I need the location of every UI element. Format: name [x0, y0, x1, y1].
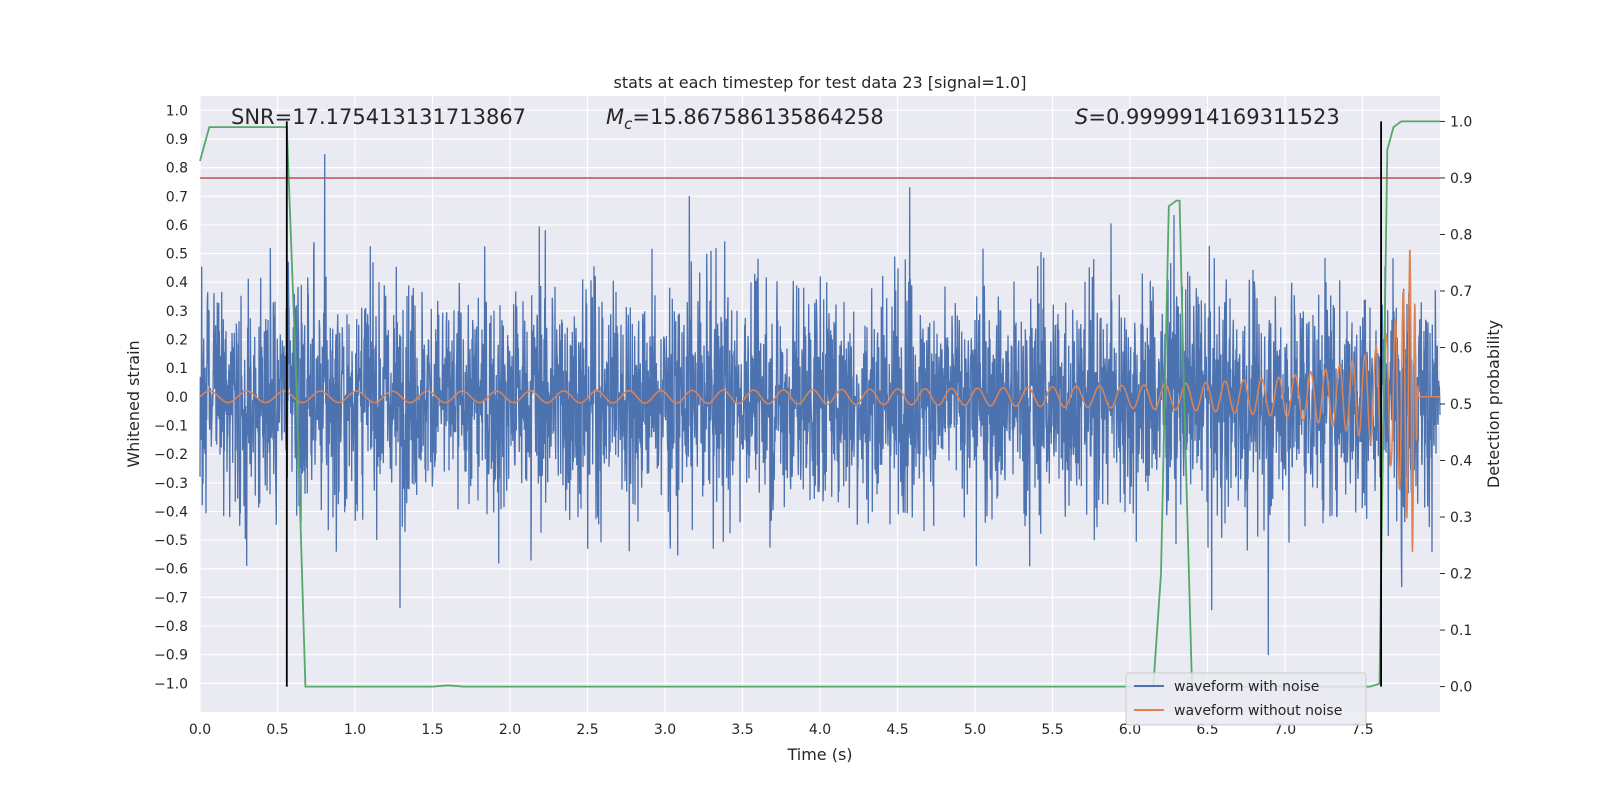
- x-ticks: 0.0 0.5 1.0 1.5 2.0 2.5 3.0 3.5 4.0 4.5 5.0 5.5 6.0 6…: [189, 722, 1374, 738]
- x-tick-label: 6.5: [1196, 722, 1218, 738]
- mc-symbol: M: [606, 105, 624, 129]
- x-tick-label: 2.0: [499, 722, 521, 738]
- y2-tick-label: 0.3: [1450, 510, 1472, 526]
- y-tick-label: 0.5: [166, 247, 188, 263]
- y-tick-label: 0.2: [166, 333, 188, 349]
- y-tick-label: 1.0: [166, 103, 188, 119]
- noise-line: [199, 154, 1441, 656]
- y-tick-label: 0.4: [166, 275, 188, 291]
- s-value: =0.9999914169311523: [1088, 105, 1339, 129]
- y-tick-label: −0.7: [154, 590, 188, 606]
- y-axis-label: Whitened strain: [124, 340, 143, 467]
- y2-tick-label: 0.9: [1450, 171, 1472, 187]
- x-tick-label: 5.0: [964, 722, 986, 738]
- y-tick-label: −0.2: [154, 447, 188, 463]
- x-tick-label: 7.0: [1274, 722, 1296, 738]
- x-tick-label: 3.5: [731, 722, 753, 738]
- chart-title: stats at each timestep for test data 23 …: [614, 73, 1027, 92]
- legend: waveform with noise waveform without noi…: [1125, 672, 1367, 726]
- y-tick-label: −0.5: [154, 533, 188, 549]
- series-waveform-without-noise: [199, 249, 1440, 553]
- y2-tick-label: 0.1: [1450, 623, 1472, 639]
- s-annotation: S=0.9999914169311523: [1075, 105, 1340, 129]
- y-tick-label: 0.7: [166, 189, 188, 205]
- probability-line: [199, 120, 1440, 688]
- snr-annotation: SNR=17.175413131713867: [231, 105, 526, 129]
- mc-value: =15.867586135864258: [632, 105, 883, 129]
- y-tick-label: 0.3: [166, 304, 188, 320]
- y2-ticks: 1.0 0.9 0.8 0.7 0.6 0.5 0.4 0.3 0.2 0.1 0.0: [1440, 114, 1472, 696]
- y-tick-label: −0.6: [154, 562, 188, 578]
- y-tick-label: −0.3: [154, 476, 188, 492]
- y-tick-label: −1.0: [154, 676, 188, 692]
- legend-label-clean: waveform without noise: [1174, 703, 1342, 719]
- x-tick-label: 1.0: [344, 722, 366, 738]
- y-tick-label: 0.1: [166, 361, 188, 377]
- y2-tick-label: 0.2: [1450, 567, 1472, 583]
- x-tick-label: 4.0: [809, 722, 831, 738]
- s-symbol: S: [1075, 105, 1088, 129]
- mc-annotation: Mc=15.867586135864258: [606, 105, 884, 133]
- y2-axis-label: Detection probability: [1484, 320, 1503, 488]
- y-tick-label: 0.9: [166, 132, 188, 148]
- x-tick-label: 1.5: [421, 722, 443, 738]
- y2-tick-label: 0.7: [1450, 284, 1472, 300]
- x-tick-label: 7.5: [1351, 722, 1373, 738]
- x-tick-label: 6.0: [1119, 722, 1141, 738]
- y2-tick-label: 0.0: [1450, 680, 1472, 696]
- legend-label-noise: waveform with noise: [1174, 679, 1319, 695]
- y2-tick-label: 1.0: [1450, 114, 1472, 130]
- y2-tick-label: 0.5: [1450, 397, 1472, 413]
- x-tick-label: 3.0: [654, 722, 676, 738]
- x-tick-label: 2.5: [576, 722, 598, 738]
- legend-box: [1125, 672, 1367, 726]
- y-tick-label: −0.1: [154, 418, 188, 434]
- overlays: [200, 121, 1440, 687]
- y2-tick-label: 0.8: [1450, 227, 1472, 243]
- y2-tick-label: 0.4: [1450, 454, 1472, 470]
- x-tick-label: 5.5: [1041, 722, 1063, 738]
- x-tick-label: 0.0: [189, 722, 211, 738]
- y-tick-label: −0.9: [154, 648, 188, 664]
- y-tick-label: 0.0: [166, 390, 188, 406]
- x-axis-label: Time (s): [786, 745, 852, 764]
- mc-subscript: c: [624, 115, 633, 133]
- y-tick-label: −0.4: [154, 504, 188, 520]
- x-tick-label: 4.5: [886, 722, 908, 738]
- chirp-line: [199, 249, 1440, 553]
- series-detection-probability: [199, 120, 1440, 688]
- y-ticks: 1.0 0.9 0.8 0.7 0.6 0.5 0.4 0.3 0.2 0.1 0.0 −0.1 −0.…: [154, 103, 188, 692]
- y-tick-label: 0.8: [166, 161, 188, 177]
- y-tick-label: −0.8: [154, 619, 188, 635]
- series-waveform-with-noise: [199, 154, 1441, 656]
- y-tick-label: 0.6: [166, 218, 188, 234]
- x-tick-label: 0.5: [266, 722, 288, 738]
- y2-tick-label: 0.6: [1450, 340, 1472, 356]
